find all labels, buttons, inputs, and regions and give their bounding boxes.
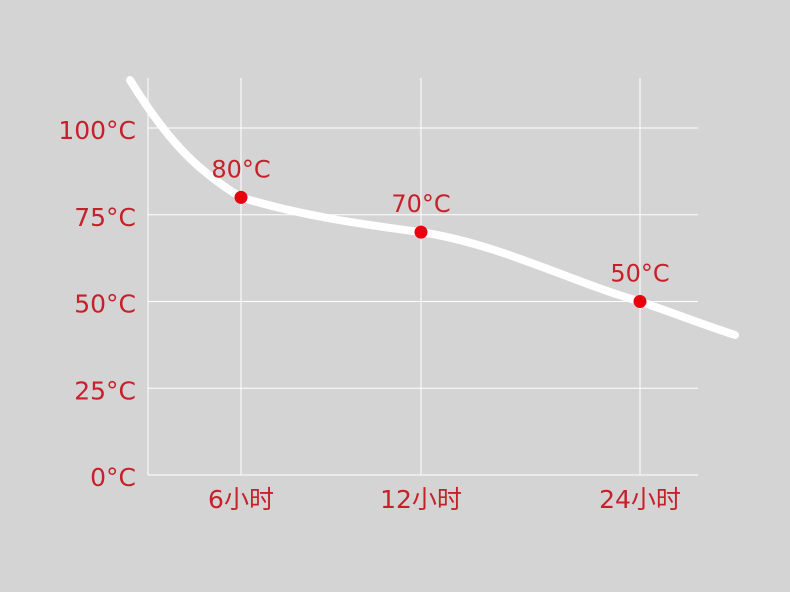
data-label: 70°C (391, 190, 450, 218)
y-axis-ticks: 0°C 25°C 50°C 75°C 100°C (58, 116, 136, 492)
x-axis-ticks: 6小时 12小时 24小时 (208, 485, 681, 514)
data-point (633, 295, 647, 308)
x-tick-label: 12小时 (380, 485, 462, 514)
data-label: 80°C (211, 155, 270, 183)
y-tick-label: 100°C (58, 116, 136, 145)
y-tick-label: 50°C (74, 290, 136, 319)
y-tick-label: 75°C (74, 203, 136, 232)
y-tick-label: 25°C (74, 376, 136, 405)
data-point (414, 225, 428, 239)
data-point (234, 190, 248, 204)
grid (147, 78, 698, 476)
x-tick-label: 24小时 (599, 485, 681, 514)
data-label: 50°C (610, 260, 669, 288)
data-points: 80°C 70°C 50°C (211, 155, 670, 308)
y-tick-label: 0°C (90, 463, 136, 492)
x-tick-label: 6小时 (208, 485, 274, 514)
